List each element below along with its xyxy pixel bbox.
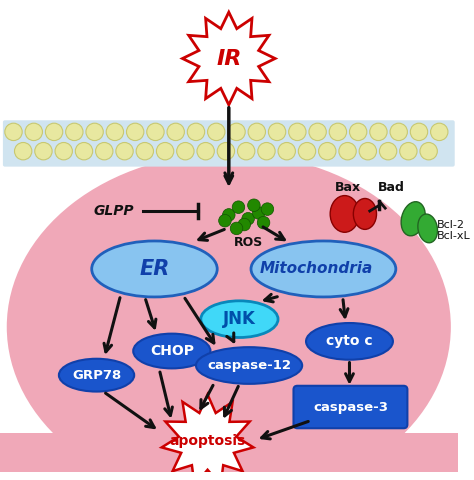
Ellipse shape	[306, 323, 393, 360]
Text: CHOP: CHOP	[150, 344, 194, 358]
Circle shape	[55, 143, 73, 160]
Circle shape	[430, 123, 448, 141]
Circle shape	[217, 143, 235, 160]
Circle shape	[319, 143, 336, 160]
Ellipse shape	[251, 241, 396, 297]
FancyBboxPatch shape	[3, 120, 455, 167]
Circle shape	[278, 143, 295, 160]
Circle shape	[359, 143, 376, 160]
Polygon shape	[162, 395, 254, 480]
Circle shape	[339, 143, 356, 160]
Text: cyto c: cyto c	[326, 335, 373, 348]
Circle shape	[228, 123, 245, 141]
Circle shape	[248, 123, 265, 141]
Ellipse shape	[353, 199, 376, 229]
Circle shape	[258, 143, 275, 160]
Text: IR: IR	[216, 48, 241, 69]
Ellipse shape	[201, 301, 278, 337]
Circle shape	[257, 216, 270, 229]
Circle shape	[390, 123, 408, 141]
Circle shape	[25, 123, 43, 141]
Circle shape	[222, 209, 235, 221]
Text: Bcl-2
Bcl-xL: Bcl-2 Bcl-xL	[438, 219, 471, 241]
Circle shape	[242, 213, 255, 225]
Circle shape	[370, 123, 387, 141]
Polygon shape	[182, 12, 275, 105]
Circle shape	[15, 143, 32, 160]
Circle shape	[46, 123, 63, 141]
Circle shape	[167, 123, 184, 141]
Circle shape	[309, 123, 326, 141]
Circle shape	[75, 143, 93, 160]
Circle shape	[219, 215, 231, 227]
Circle shape	[268, 123, 286, 141]
Circle shape	[116, 143, 133, 160]
Circle shape	[106, 123, 124, 141]
Text: Bad: Bad	[378, 180, 404, 193]
Ellipse shape	[59, 359, 134, 392]
Circle shape	[253, 207, 265, 219]
Ellipse shape	[133, 334, 210, 368]
Text: Mitochondria: Mitochondria	[260, 262, 374, 276]
Circle shape	[65, 123, 83, 141]
Circle shape	[86, 123, 103, 141]
Text: caspase-3: caspase-3	[313, 400, 388, 413]
Text: caspase-12: caspase-12	[207, 359, 291, 372]
Circle shape	[289, 123, 306, 141]
Circle shape	[410, 123, 428, 141]
Text: GRP78: GRP78	[72, 369, 121, 382]
Circle shape	[400, 143, 417, 160]
Circle shape	[379, 143, 397, 160]
Circle shape	[96, 143, 113, 160]
Ellipse shape	[418, 214, 438, 243]
Circle shape	[156, 143, 174, 160]
Circle shape	[208, 123, 225, 141]
Ellipse shape	[330, 195, 359, 232]
Circle shape	[187, 123, 205, 141]
Ellipse shape	[91, 241, 217, 297]
Circle shape	[298, 143, 316, 160]
Circle shape	[136, 143, 154, 160]
Circle shape	[237, 143, 255, 160]
Circle shape	[230, 222, 243, 235]
Ellipse shape	[7, 153, 451, 480]
Text: Bax: Bax	[335, 180, 361, 193]
Circle shape	[177, 143, 194, 160]
Bar	[0, 433, 457, 472]
Circle shape	[261, 203, 273, 216]
Circle shape	[247, 199, 260, 212]
Circle shape	[238, 218, 251, 231]
Circle shape	[147, 123, 164, 141]
Circle shape	[232, 201, 245, 214]
Text: apoptosis: apoptosis	[169, 434, 246, 448]
Circle shape	[5, 123, 22, 141]
Ellipse shape	[401, 202, 425, 236]
Circle shape	[35, 143, 52, 160]
Circle shape	[127, 123, 144, 141]
Ellipse shape	[196, 347, 302, 384]
Text: JNK: JNK	[223, 310, 256, 328]
Circle shape	[420, 143, 438, 160]
Circle shape	[349, 123, 367, 141]
Text: ROS: ROS	[234, 236, 263, 249]
Circle shape	[329, 123, 346, 141]
FancyBboxPatch shape	[293, 386, 408, 428]
Text: GLPP: GLPP	[94, 204, 134, 218]
Circle shape	[197, 143, 214, 160]
Text: ER: ER	[139, 259, 170, 279]
